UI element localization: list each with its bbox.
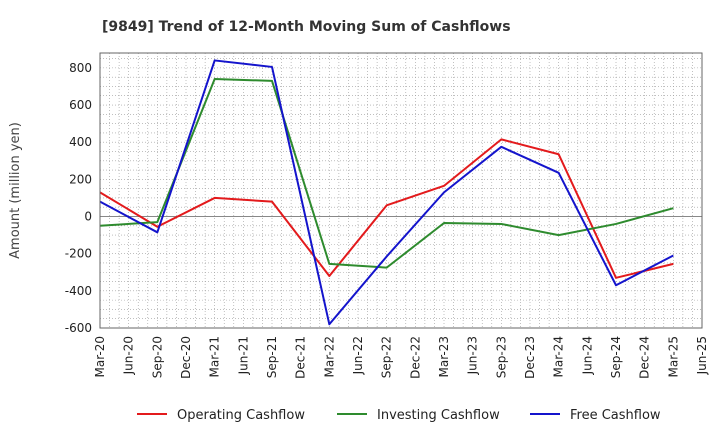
x-tick-label: Sep-20 [150, 336, 164, 378]
x-tick-label: Jun-25 [695, 336, 709, 375]
y-axis-label: Amount (million yen) [8, 122, 23, 259]
x-tick-label: Mar-20 [93, 336, 107, 377]
y-tick-label: 0 [84, 210, 92, 224]
x-tick-label: Jun-20 [122, 336, 136, 375]
x-tick-label: Mar-22 [322, 336, 336, 377]
legend-label: Investing Cashflow [377, 408, 500, 423]
x-tick-label: Mar-25 [666, 336, 680, 377]
series-line-2 [99, 59, 674, 326]
x-tick-label: Sep-22 [380, 336, 394, 378]
x-tick-label: Dec-20 [179, 336, 193, 379]
legend-label: Free Cashflow [570, 408, 661, 423]
x-tick-label: Dec-23 [523, 336, 537, 379]
x-tick-label: Mar-23 [437, 336, 451, 377]
x-tick-label: Mar-24 [552, 336, 566, 377]
y-tick-label: 400 [69, 135, 92, 149]
y-tick-label: 600 [69, 98, 92, 112]
x-tick-label: Jun-24 [580, 336, 594, 375]
y-tick-label: -600 [65, 321, 92, 335]
x-tick-label: Dec-22 [408, 336, 422, 379]
x-tick-labels: Mar-20 Jun-20 Sep-20 Dec-20 Mar-21 Jun-21 Sep-… [93, 336, 709, 379]
series-line-0 [99, 138, 674, 279]
y-tick-label: 800 [69, 61, 92, 75]
x-tick-label: Sep-21 [265, 336, 279, 378]
x-tick-label: Dec-21 [294, 336, 308, 379]
x-tick-label: Sep-23 [494, 336, 508, 378]
chart-title: [9849] Trend of 12-Month Moving Sum of C… [102, 19, 511, 35]
x-tick-label: Mar-21 [208, 336, 222, 377]
x-tick-label: Jun-23 [466, 336, 480, 375]
y-tick-labels: -600 -400 -200 0 200 400 600 800 [65, 61, 92, 335]
x-tick-label: Jun-21 [236, 336, 250, 375]
y-tick-label: -200 [65, 247, 92, 261]
y-tick-label: -400 [65, 284, 92, 298]
series-line-1 [99, 78, 674, 269]
grid [99, 53, 703, 329]
y-tick-label: 200 [69, 172, 92, 186]
x-tick-label: Sep-24 [609, 336, 623, 378]
x-tick-label: Dec-24 [638, 336, 652, 379]
legend: Operating Cashflow Investing Cashflow Free… [137, 408, 661, 423]
legend-label: Operating Cashflow [177, 408, 305, 423]
plot-frame [99, 52, 703, 329]
x-tick-label: Jun-22 [351, 336, 365, 375]
series-lines [99, 59, 674, 326]
